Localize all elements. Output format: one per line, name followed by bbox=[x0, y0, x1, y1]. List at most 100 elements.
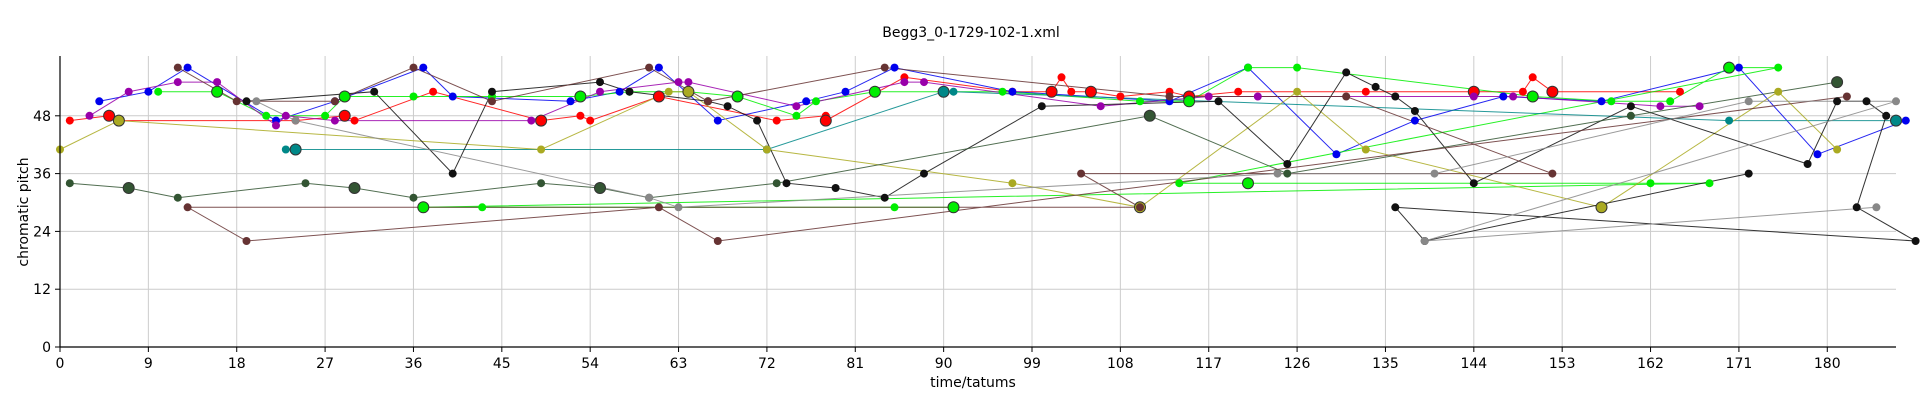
data-point bbox=[1391, 92, 1400, 101]
data-point bbox=[937, 85, 950, 98]
x-tick-label: 171 bbox=[1726, 356, 1753, 372]
data-point bbox=[890, 203, 899, 212]
data-point bbox=[1499, 92, 1508, 101]
data-point bbox=[1695, 102, 1704, 111]
data-point bbox=[576, 111, 585, 120]
data-point bbox=[1705, 179, 1714, 188]
series-points bbox=[56, 61, 1920, 245]
data-point bbox=[1666, 97, 1675, 106]
data-point bbox=[1361, 87, 1370, 96]
data-point bbox=[1526, 90, 1539, 103]
x-tick-label: 135 bbox=[1372, 356, 1399, 372]
data-point bbox=[409, 63, 418, 72]
y-tick-label: 24 bbox=[33, 224, 51, 240]
data-point bbox=[1273, 169, 1282, 178]
y-axis-label: chromatic pitch bbox=[16, 157, 32, 266]
data-point bbox=[1723, 61, 1736, 74]
data-point bbox=[819, 114, 832, 127]
data-point bbox=[350, 116, 359, 125]
data-point bbox=[1096, 102, 1105, 111]
x-tick-label: 162 bbox=[1637, 356, 1664, 372]
series-line bbox=[99, 66, 1906, 155]
data-point bbox=[664, 87, 673, 96]
data-point bbox=[154, 87, 163, 96]
data-point bbox=[1045, 85, 1058, 98]
data-point bbox=[1342, 68, 1351, 77]
data-point bbox=[281, 111, 290, 120]
data-point bbox=[1244, 63, 1252, 72]
data-point bbox=[1676, 87, 1684, 96]
data-point bbox=[1774, 87, 1783, 96]
data-point bbox=[1872, 203, 1881, 212]
data-point bbox=[478, 203, 487, 212]
data-point bbox=[301, 179, 310, 188]
data-point bbox=[1911, 237, 1920, 245]
data-point bbox=[419, 63, 428, 72]
data-point bbox=[488, 87, 496, 96]
data-point bbox=[144, 87, 153, 96]
series-line bbox=[246, 71, 1916, 242]
data-point bbox=[684, 78, 693, 87]
data-point bbox=[920, 169, 928, 178]
x-tick-label: 99 bbox=[1023, 356, 1041, 372]
data-point bbox=[1143, 109, 1156, 122]
data-point bbox=[409, 193, 418, 202]
x-tick-label: 54 bbox=[581, 356, 599, 372]
data-point bbox=[448, 169, 457, 178]
data-point bbox=[1253, 92, 1262, 101]
data-point bbox=[1862, 97, 1871, 106]
data-point bbox=[1234, 87, 1243, 96]
series-line bbox=[69, 81, 1838, 199]
data-point bbox=[947, 201, 960, 214]
data-point bbox=[417, 201, 430, 214]
data-point bbox=[1136, 97, 1144, 106]
data-point bbox=[370, 87, 379, 96]
data-point bbox=[242, 97, 251, 106]
data-point bbox=[272, 121, 280, 130]
data-point bbox=[1607, 97, 1616, 106]
data-point bbox=[338, 109, 351, 122]
data-point bbox=[1548, 169, 1557, 178]
data-point bbox=[723, 102, 732, 111]
data-point bbox=[596, 78, 604, 87]
data-point bbox=[880, 63, 889, 72]
data-point bbox=[1852, 203, 1861, 212]
data-point bbox=[594, 182, 606, 194]
x-tick-label: 18 bbox=[228, 356, 246, 372]
x-tick-label: 72 bbox=[758, 356, 776, 372]
x-tick-label: 144 bbox=[1460, 356, 1487, 372]
data-point bbox=[802, 97, 811, 106]
data-point bbox=[527, 116, 536, 125]
data-point bbox=[615, 87, 624, 96]
data-point bbox=[1084, 85, 1097, 98]
data-point bbox=[232, 97, 241, 106]
data-point bbox=[1509, 92, 1518, 101]
data-point bbox=[596, 87, 604, 96]
y-tick-label: 0 bbox=[42, 340, 51, 356]
series-lines bbox=[59, 66, 1916, 242]
data-point bbox=[1813, 150, 1822, 159]
data-point bbox=[173, 63, 182, 72]
data-point bbox=[488, 97, 496, 106]
data-point bbox=[868, 85, 881, 98]
data-point bbox=[173, 78, 182, 87]
data-point bbox=[792, 111, 801, 120]
x-tick-label: 153 bbox=[1549, 356, 1576, 372]
data-point bbox=[409, 92, 418, 101]
data-point bbox=[1469, 92, 1478, 101]
data-point bbox=[920, 78, 928, 87]
data-point bbox=[242, 237, 251, 245]
series-line bbox=[256, 100, 1897, 242]
x-tick-label: 27 bbox=[316, 356, 334, 372]
data-point bbox=[1626, 102, 1635, 111]
data-point bbox=[1057, 73, 1066, 82]
data-point bbox=[1410, 107, 1419, 115]
data-point bbox=[762, 145, 771, 154]
data-point bbox=[1242, 177, 1254, 190]
x-tick-label: 0 bbox=[56, 356, 65, 372]
data-point bbox=[122, 182, 135, 194]
data-point bbox=[1597, 97, 1606, 106]
data-point bbox=[535, 114, 548, 127]
data-point bbox=[1518, 87, 1527, 96]
data-point bbox=[183, 63, 192, 72]
